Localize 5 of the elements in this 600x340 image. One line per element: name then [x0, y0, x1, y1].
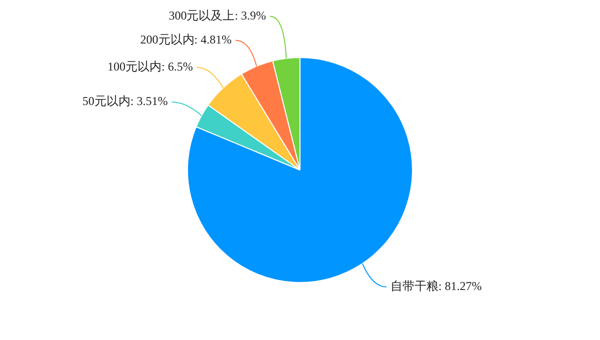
slice-label: 50元以内: 3.51% — [82, 94, 168, 108]
slice-label: 自带干粮: 81.27% — [390, 279, 482, 294]
slice-label: 200元以内: 4.81% — [140, 32, 232, 47]
slice-label: 100元以内: 6.5% — [108, 60, 193, 74]
slice-label: 300元以及上: 3.9% — [168, 8, 266, 23]
